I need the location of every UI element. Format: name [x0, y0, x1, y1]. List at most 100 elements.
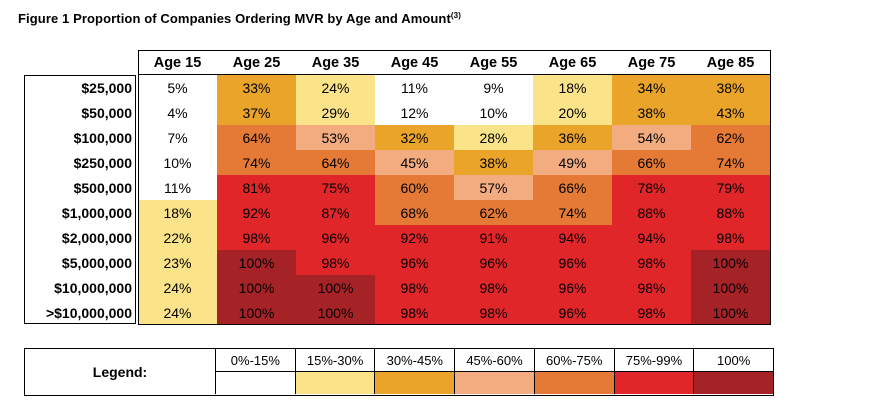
age-header: Age 15 — [153, 54, 202, 71]
legend-swatch — [614, 372, 694, 394]
row-label: $25,000 — [81, 79, 132, 96]
value-cell: 12% — [375, 100, 454, 125]
table-row: $5,000,000 23% 100% 98% 96% 96% 96% 98% 100% — [24, 250, 770, 275]
row-label: >$10,000,000 — [45, 304, 132, 321]
value-cell: 34% — [612, 75, 691, 100]
legend-label: Legend: — [25, 349, 216, 394]
value-cell: 62% — [454, 200, 533, 225]
value-cell: 5% — [138, 75, 217, 100]
corner-cell — [24, 50, 138, 75]
row-label: $100,000 — [73, 129, 132, 146]
legend-swatch — [534, 372, 614, 394]
legend-item: 100% — [694, 349, 774, 394]
value-cell: 38% — [691, 75, 770, 100]
row-label: $10,000,000 — [54, 279, 132, 296]
value-cell: 100% — [691, 300, 770, 325]
legend-item-text: 30%-45% — [375, 349, 455, 372]
mvr-table: Age 15 Age 25 Age 35 Age 45 Age 55 Age 6… — [24, 50, 770, 325]
value-cell: 96% — [533, 300, 612, 325]
table-row: $50,000 4% 37% 29% 12% 10% 20% 38% 43% — [24, 100, 770, 125]
legend-swatch — [455, 372, 534, 394]
value-cell: 81% — [217, 175, 296, 200]
value-cell: 24% — [296, 75, 375, 100]
legend-item-text: 60%-75% — [534, 349, 614, 372]
value-cell: 98% — [296, 250, 375, 275]
table-row: $500,000 11% 81% 75% 60% 57% 66% 78% 79% — [24, 175, 770, 200]
value-cell: 74% — [533, 200, 612, 225]
value-cell: 100% — [691, 275, 770, 300]
value-cell: 98% — [691, 225, 770, 250]
value-cell: 36% — [533, 125, 612, 150]
value-cell: 18% — [138, 200, 217, 225]
value-cell: 88% — [612, 200, 691, 225]
value-cell: 18% — [533, 75, 612, 100]
value-cell: 54% — [612, 125, 691, 150]
value-cell: 98% — [454, 300, 533, 325]
value-cell: 22% — [138, 225, 217, 250]
table-row: $25,000 5% 33% 24% 11% 9% 18% 34% 38% — [24, 75, 770, 100]
legend-item-text: 75%-99% — [614, 349, 694, 372]
value-cell: 11% — [375, 75, 454, 100]
value-cell: 100% — [691, 250, 770, 275]
header-row: Age 15 Age 25 Age 35 Age 45 Age 55 Age 6… — [24, 50, 770, 75]
legend-item-text: 0%-15% — [216, 349, 295, 372]
value-cell: 11% — [138, 175, 217, 200]
table-body: $25,000 5% 33% 24% 11% 9% 18% 34% 38% $50,000 4% 37… — [24, 75, 770, 325]
value-cell: 66% — [533, 175, 612, 200]
value-cell: 64% — [217, 125, 296, 150]
legend-swatch — [375, 372, 455, 394]
row-label: $250,000 — [73, 154, 132, 171]
value-cell: 33% — [217, 75, 296, 100]
legend-item: 75%-99% — [614, 349, 695, 394]
value-cell: 98% — [612, 300, 691, 325]
value-cell: 53% — [296, 125, 375, 150]
legend-item-text: 100% — [694, 349, 774, 372]
value-cell: 23% — [138, 250, 217, 275]
value-cell: 62% — [691, 125, 770, 150]
value-cell: 79% — [691, 175, 770, 200]
value-cell: 94% — [533, 225, 612, 250]
value-cell: 60% — [375, 175, 454, 200]
legend-item: 45%-60% — [455, 349, 535, 394]
value-cell: 32% — [375, 125, 454, 150]
value-cell: 49% — [533, 150, 612, 175]
value-cell: 24% — [138, 300, 217, 325]
value-cell: 66% — [612, 150, 691, 175]
legend-item-text: 15%-30% — [295, 349, 375, 372]
value-cell: 24% — [138, 275, 217, 300]
row-label: $5,000,000 — [61, 254, 132, 271]
value-cell: 96% — [533, 250, 612, 275]
row-label: $500,000 — [73, 179, 132, 196]
value-cell: 100% — [217, 275, 296, 300]
figure-title: Figure 1 Proportion of Companies Orderin… — [18, 11, 461, 26]
table-row: $2,000,000 22% 98% 96% 92% 91% 94% 94% 98% — [24, 225, 770, 250]
value-cell: 29% — [296, 100, 375, 125]
value-cell: 96% — [533, 275, 612, 300]
value-cell: 28% — [454, 125, 533, 150]
value-cell: 38% — [454, 150, 533, 175]
value-cell: 100% — [217, 250, 296, 275]
value-cell: 68% — [375, 200, 454, 225]
age-header: Age 65 — [548, 54, 597, 71]
row-label: $2,000,000 — [61, 229, 132, 246]
table-row: >$10,000,000 24% 100% 100% 98% 98% 96% 98% 100% — [24, 300, 770, 325]
value-cell: 98% — [612, 250, 691, 275]
value-cell: 57% — [454, 175, 533, 200]
legend-item-text: 45%-60% — [455, 349, 534, 372]
value-cell: 91% — [454, 225, 533, 250]
value-cell: 98% — [375, 300, 454, 325]
value-cell: 45% — [375, 150, 454, 175]
value-cell: 9% — [454, 75, 533, 100]
value-cell: 98% — [454, 275, 533, 300]
value-cell: 100% — [296, 300, 375, 325]
legend-swatch — [216, 372, 295, 394]
row-label: $50,000 — [81, 104, 132, 121]
legend-swatch — [295, 372, 375, 394]
value-cell: 92% — [375, 225, 454, 250]
value-cell: 92% — [217, 200, 296, 225]
legend-item: 60%-75% — [534, 349, 615, 394]
age-header: Age 25 — [232, 54, 281, 71]
value-cell: 7% — [138, 125, 217, 150]
value-cell: 74% — [217, 150, 296, 175]
row-label: $1,000,000 — [61, 204, 132, 221]
